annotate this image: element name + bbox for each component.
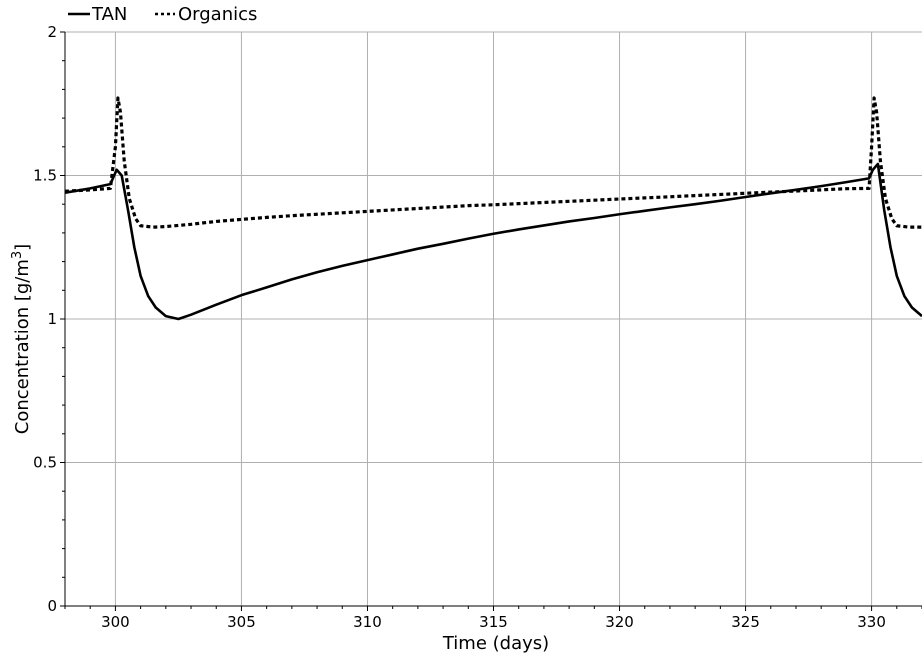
legend: TAN Organics <box>68 4 257 25</box>
y-tick-label: 1 <box>47 310 57 328</box>
series <box>65 96 922 321</box>
y-tick-label: 0.5 <box>33 454 57 472</box>
y-axis-title-superscript: 3 <box>10 251 25 259</box>
x-tick-label: 300 <box>101 613 130 631</box>
y-axis-title-end: ] <box>12 244 33 251</box>
y-tick-label: 0 <box>47 597 57 615</box>
x-axis-title: Time (days) <box>442 633 549 653</box>
y-tick-label: 1.5 <box>33 167 57 185</box>
y-axis-title-main: Concentration [g/m <box>12 259 33 434</box>
legend-label-tan: TAN <box>91 4 127 25</box>
x-tick-label: 325 <box>731 613 760 631</box>
x-tick-label: 330 <box>857 613 886 631</box>
x-tick-label: 310 <box>353 613 382 631</box>
x-tick-label: 305 <box>227 613 256 631</box>
series-line-organics <box>65 96 922 229</box>
grid <box>65 31 922 606</box>
ticks: 300 305 310 315 320 325 330 0 0.5 1 1.5 2 <box>33 23 922 631</box>
x-tick-label: 315 <box>479 613 508 631</box>
legend-label-organics: Organics <box>178 4 257 25</box>
y-tick-label: 2 <box>47 23 57 41</box>
x-tick-label: 320 <box>605 613 634 631</box>
y-axis-title: Concentration [g/m3] <box>10 244 34 434</box>
